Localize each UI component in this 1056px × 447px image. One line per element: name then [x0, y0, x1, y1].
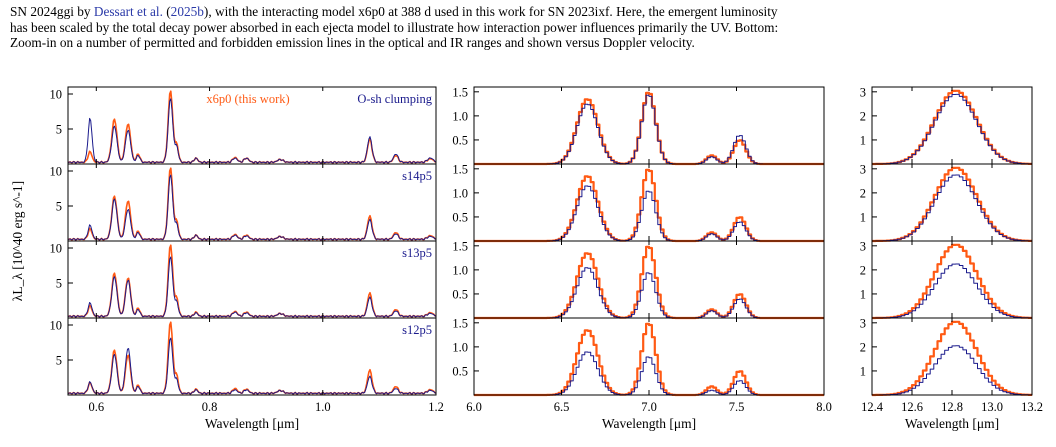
x-axis-label: Wavelength [μm] [905, 416, 999, 431]
y-tick-label: 0.5 [452, 364, 468, 378]
series-comparison-line [474, 185, 824, 242]
y-tick-label: 1.5 [452, 85, 468, 99]
series-x6p0-line [872, 89, 1032, 166]
series-x6p0-line [67, 244, 437, 318]
x-tick-label: 7.5 [729, 400, 745, 414]
citation-link[interactable]: Dessart et al. [93, 4, 163, 19]
y-tick-label: 2 [860, 186, 866, 200]
x-axis-label: Wavelength [μm] [602, 416, 696, 431]
x-tick-label: 6.0 [466, 400, 482, 414]
x-tick-label: 13.0 [981, 400, 1003, 414]
y-tick-label: 1.5 [452, 239, 468, 253]
series-comparison-line [67, 256, 437, 318]
caption-text: ), with the interacting model x6p0 at 38… [203, 4, 778, 19]
citation-year-link[interactable]: 2025b [170, 4, 204, 19]
y-tick-label: 1 [860, 364, 866, 378]
panel-frame [871, 240, 1033, 319]
y-tick-label: 5 [56, 123, 62, 137]
series-x6p0-line [474, 91, 824, 166]
series-comparison-line [67, 98, 437, 164]
y-tick-label: 1.0 [452, 263, 468, 277]
panel-frame [473, 163, 825, 242]
y-tick-label: 1.5 [452, 162, 468, 176]
panel-frame [67, 317, 437, 396]
series-x6p0-line [474, 168, 824, 243]
x-tick-label: 0.8 [202, 400, 218, 414]
y-tick-label: 0.5 [452, 210, 468, 224]
y-tick-label: 10 [50, 319, 63, 333]
caption-text: SN 2024ggi by [10, 4, 94, 19]
caption-line-3: Zoom-in on a number of permitted and for… [10, 35, 695, 50]
x-tick-label: 0.6 [88, 400, 104, 414]
caption-line-1: SN 2024ggi by Dessart et al. (2025b), wi… [10, 4, 1050, 20]
series-comparison-line [67, 337, 437, 395]
y-tick-label: 10 [50, 88, 63, 102]
y-tick-label: 1 [860, 287, 866, 301]
row-model-label: O-sh clumping [357, 92, 432, 106]
series-comparison-line [67, 174, 437, 241]
row-model-label: s12p5 [402, 323, 432, 337]
series-comparison-line [872, 174, 1032, 242]
y-tick-label: 3 [860, 85, 866, 99]
x-tick-label: 8.0 [816, 400, 832, 414]
series-comparison-line [872, 263, 1032, 319]
series-x6p0-line [474, 322, 824, 397]
series-comparison-line [474, 351, 824, 396]
panel-frame [871, 86, 1033, 165]
y-tick-label: 3 [860, 316, 866, 330]
y-axis-label: λL_λ [10^40 erg s^-1] [10, 181, 25, 301]
series-x6p0-line [474, 245, 824, 320]
caption-text: ( [162, 4, 171, 19]
y-tick-label: 10 [50, 242, 63, 256]
x-tick-label: 12.4 [861, 400, 884, 414]
y-tick-label: 5 [56, 354, 62, 368]
label-x6p0-this-work: x6p0 (this work) [206, 92, 289, 106]
y-tick-label: 3 [860, 162, 866, 176]
y-tick-label: 2 [860, 340, 866, 354]
series-x6p0-line [872, 243, 1032, 320]
panel-frame [473, 240, 825, 319]
y-tick-label: 5 [56, 200, 62, 214]
x-tick-label: 6.5 [554, 400, 570, 414]
y-tick-label: 1 [860, 133, 866, 147]
row-model-label: s14p5 [402, 169, 432, 183]
series-x6p0-line [872, 166, 1032, 243]
y-tick-label: 1.5 [452, 316, 468, 330]
x-tick-label: 12.8 [941, 400, 963, 414]
row-model-label: s13p5 [402, 246, 432, 260]
series-comparison-line [872, 93, 1032, 165]
series-comparison-line [474, 94, 824, 165]
y-tick-label: 1 [860, 210, 866, 224]
y-tick-label: 1.0 [452, 340, 468, 354]
x-tick-label: 12.6 [901, 400, 923, 414]
y-tick-label: 1.0 [452, 186, 468, 200]
panel-frame [473, 86, 825, 165]
y-tick-label: 2 [860, 263, 866, 277]
caption-line-2: has been scaled by the total decay power… [10, 19, 779, 35]
x-axis-label: Wavelength [μm] [205, 416, 299, 431]
y-tick-label: 5 [56, 277, 62, 291]
y-tick-label: 2 [860, 109, 866, 123]
x-tick-label: 1.0 [315, 400, 331, 414]
series-x6p0-line [872, 320, 1032, 397]
series-comparison-line [872, 345, 1033, 396]
figure-caption: SN 2024ggi by Dessart et al. (2025b), wi… [10, 4, 1050, 51]
x-tick-label: 7.0 [641, 400, 657, 414]
y-tick-label: 3 [860, 239, 866, 253]
y-tick-label: 0.5 [452, 133, 468, 147]
series-comparison-line [474, 267, 824, 319]
series-x6p0-line [67, 167, 437, 241]
panel-frame [871, 317, 1033, 396]
y-tick-label: 0.5 [452, 287, 468, 301]
y-tick-label: 1.0 [452, 109, 468, 123]
y-tick-label: 10 [50, 165, 63, 179]
x-tick-label: 13.2 [1021, 400, 1043, 414]
x-tick-label: 1.2 [428, 400, 444, 414]
